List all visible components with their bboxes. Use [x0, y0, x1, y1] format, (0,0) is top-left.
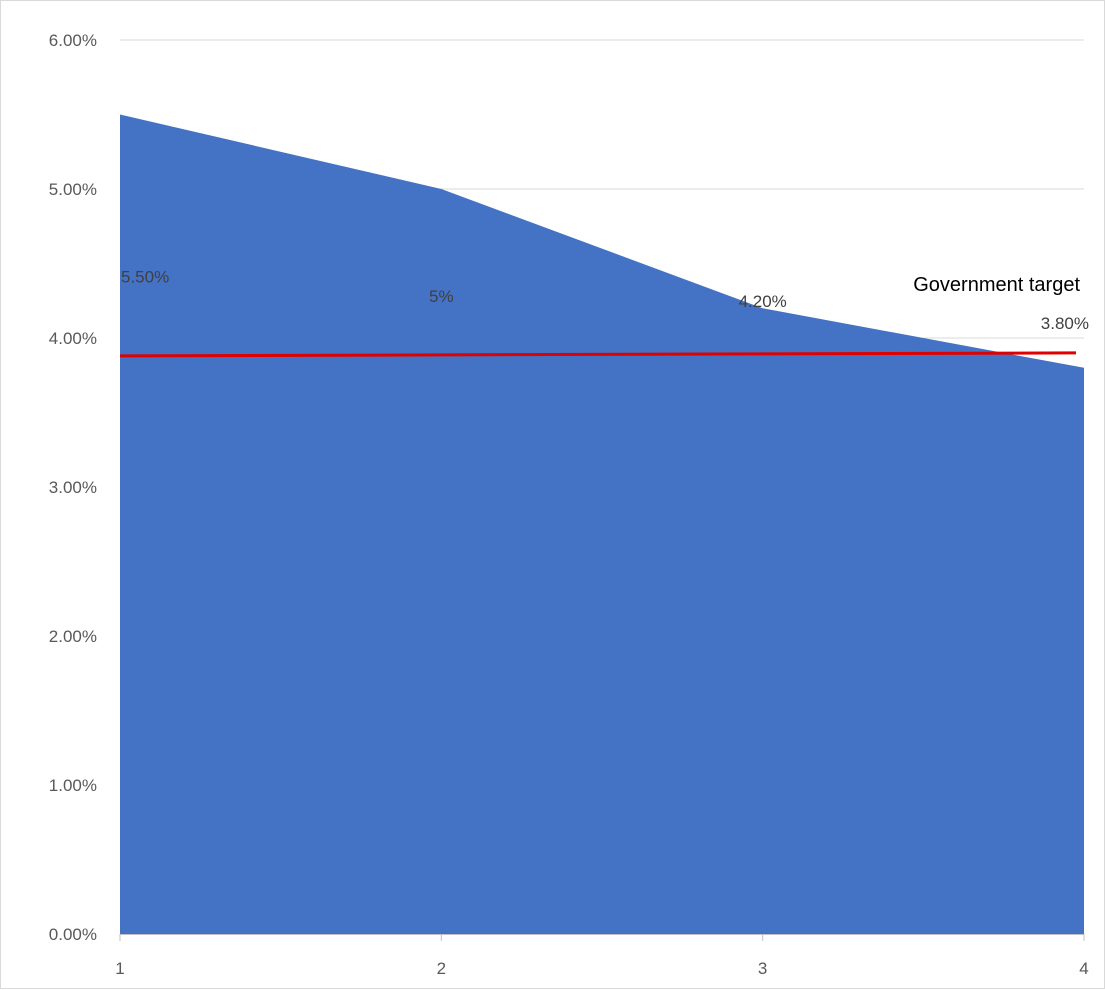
y-tick-label: 1.00%	[49, 776, 97, 795]
y-tick-label: 6.00%	[49, 31, 97, 50]
government-target-line	[119, 351, 1077, 358]
y-tick-label: 3.00%	[49, 478, 97, 497]
x-tick-label: 4	[1079, 959, 1088, 978]
government-target-label: Government target	[913, 274, 1080, 296]
x-axis-tick-labels: 1 2 3 4	[115, 959, 1088, 978]
y-axis-tick-labels: 0.00% 1.00% 2.00% 3.00% 4.00% 5.00% 6.00%	[49, 31, 97, 944]
data-label: 5.50%	[121, 268, 169, 287]
data-label: 4.20%	[739, 292, 787, 311]
x-axis-ticks	[119, 934, 1085, 941]
y-tick-label: 4.00%	[49, 329, 97, 348]
y-tick-label: 5.00%	[49, 180, 97, 199]
data-label: 3.80%	[1041, 314, 1089, 333]
series-area	[120, 114, 1084, 934]
data-label: 5%	[429, 287, 454, 306]
x-tick-label: 1	[115, 959, 124, 978]
y-tick-label: 0.00%	[49, 925, 97, 944]
y-tick-label: 2.00%	[49, 627, 97, 646]
data-labels: 5.50% 5% 4.20% 3.80%	[121, 268, 1089, 333]
x-tick-label: 2	[437, 959, 446, 978]
x-tick-label: 3	[758, 959, 767, 978]
